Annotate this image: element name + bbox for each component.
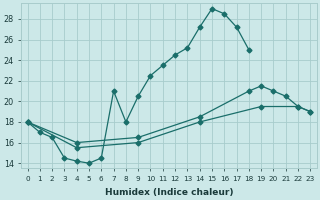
X-axis label: Humidex (Indice chaleur): Humidex (Indice chaleur) (105, 188, 233, 197)
